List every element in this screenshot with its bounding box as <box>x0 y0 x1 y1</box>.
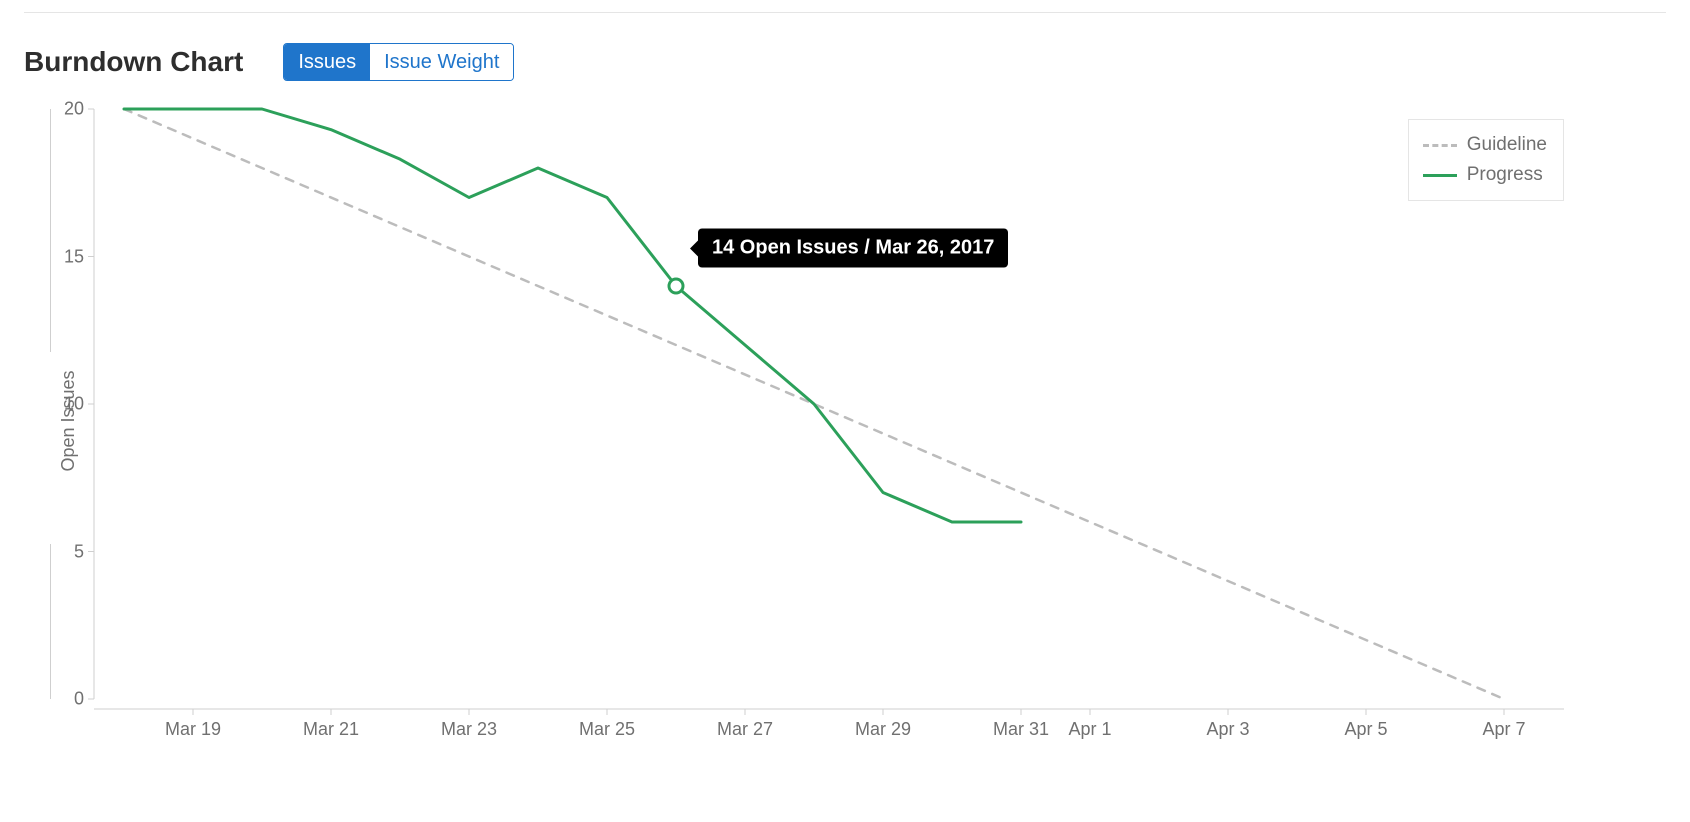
chart-header: Burndown Chart Issues Issue Weight <box>24 13 1666 91</box>
legend-swatch-solid-icon <box>1423 174 1457 177</box>
datapoint-tooltip: 14 Open Issues / Mar 26, 2017 <box>698 229 1008 268</box>
x-tick-label: Mar 25 <box>579 719 635 740</box>
y-tick-label: 15 <box>24 246 84 267</box>
y-axis-label-rule <box>50 544 51 699</box>
x-tick-label: Mar 19 <box>165 719 221 740</box>
y-tick-label: 5 <box>24 541 84 562</box>
y-tick-label: 10 <box>24 394 84 415</box>
legend-item-progress[interactable]: Progress <box>1423 160 1547 190</box>
x-tick-label: Apr 1 <box>1068 719 1111 740</box>
x-tick-label: Apr 3 <box>1206 719 1249 740</box>
x-tick-label: Apr 7 <box>1482 719 1525 740</box>
x-tick-label: Apr 5 <box>1344 719 1387 740</box>
y-axis-label-rule <box>50 109 51 352</box>
legend-swatch-dashed-icon <box>1423 144 1457 147</box>
page-title: Burndown Chart <box>24 46 243 78</box>
toggle-issues[interactable]: Issues <box>284 44 370 80</box>
y-tick-label: 0 <box>24 689 84 710</box>
x-tick-label: Mar 29 <box>855 719 911 740</box>
y-axis-label: Open Issues <box>58 370 79 471</box>
x-tick-label: Mar 31 <box>993 719 1049 740</box>
x-tick-label: Mar 23 <box>441 719 497 740</box>
metric-toggle: Issues Issue Weight <box>283 43 514 81</box>
chart-legend: Guideline Progress <box>1408 119 1564 201</box>
legend-label: Progress <box>1467 164 1543 186</box>
y-tick-label: 20 <box>24 99 84 120</box>
legend-item-guideline[interactable]: Guideline <box>1423 130 1547 160</box>
x-tick-label: Mar 21 <box>303 719 359 740</box>
toggle-issue-weight[interactable]: Issue Weight <box>370 44 513 80</box>
legend-label: Guideline <box>1467 134 1547 156</box>
burndown-chart: Open Issues 0 5 10 15 20 Mar 19 Mar 21 Mar 23 M… <box>24 91 1666 751</box>
x-tick-label: Mar 27 <box>717 719 773 740</box>
